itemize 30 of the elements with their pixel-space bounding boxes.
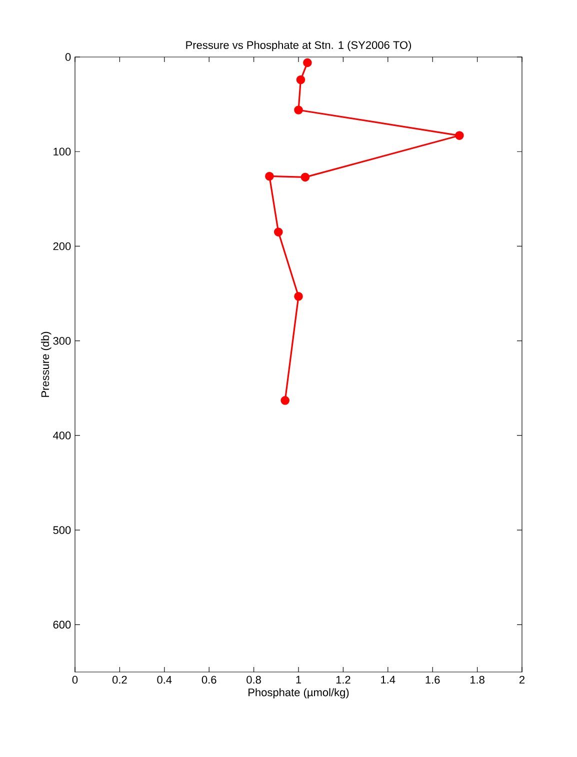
x-tick-label: 0.8 — [246, 676, 261, 684]
y-tick-label: 0 — [65, 53, 71, 61]
y-tick-label: 200 — [53, 242, 71, 250]
y-tick-label: 100 — [54, 148, 71, 156]
chart-title: Pressure vs Phosphate at Stn. 1 (SY2006 TO) — [186, 40, 412, 52]
x-tick-label: 1.2 — [336, 676, 350, 684]
x-tick-label: 0.6 — [202, 676, 216, 684]
x-tick-label: 0.2 — [112, 676, 127, 684]
point — [265, 172, 274, 181]
x-tick-label: 1.6 — [426, 676, 440, 684]
point — [294, 292, 303, 301]
point — [274, 228, 283, 236]
x-tick-label: 1.4 — [381, 676, 396, 684]
y-tick-label: 500 — [53, 526, 71, 534]
x-axis-title: Phosphate (µmol/kg) — [248, 688, 349, 698]
x-tick-label: 0.4 — [157, 676, 172, 684]
point — [303, 58, 312, 68]
point — [300, 172, 310, 182]
x-tick-label: 1.8 — [470, 676, 484, 684]
y-tick-label: 300 — [53, 336, 71, 345]
x-tick-label: 0 — [72, 676, 78, 684]
point — [294, 106, 303, 114]
x-tick-label: 2 — [519, 676, 524, 684]
y-axis-title: Pressure (db) — [41, 332, 52, 397]
point — [455, 131, 464, 140]
point — [280, 396, 290, 405]
y-tick-label: 400 — [53, 432, 71, 440]
y-tick-label: 600 — [53, 620, 71, 629]
point — [296, 75, 306, 84]
x-tick-label: 1 — [296, 676, 302, 684]
